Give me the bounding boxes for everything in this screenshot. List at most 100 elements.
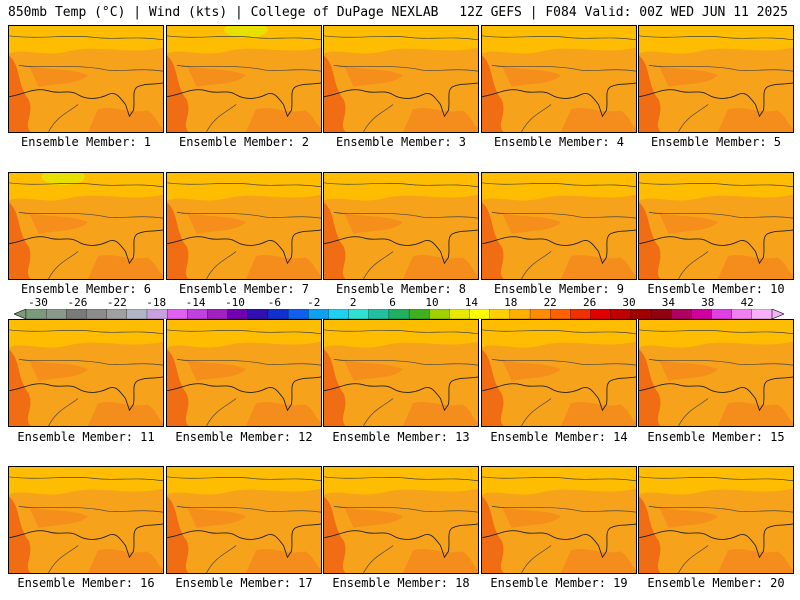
colorbar-tick-label: -10 — [225, 296, 245, 309]
colorbar-tick-label: -30 — [28, 296, 48, 309]
colorbar-tick-label: 10 — [425, 296, 439, 309]
ensemble-map-panel — [638, 172, 794, 280]
ensemble-member-label: Ensemble Member: 2 — [178, 135, 310, 149]
colorbar-tick-label: -2 — [307, 296, 321, 309]
colorbar-swatch — [46, 309, 67, 319]
ensemble-map-panel — [323, 172, 479, 280]
ensemble-member-label: Ensemble Member: 3 — [335, 135, 467, 149]
colorbar-swatch — [86, 309, 108, 319]
ensemble-map-panel — [638, 466, 794, 574]
ensemble-map-panel — [8, 172, 164, 280]
colorbar-swatch — [66, 309, 87, 319]
ensemble-map-panel — [8, 466, 164, 574]
colorbar-swatch — [751, 309, 773, 319]
colorbar-swatch — [550, 309, 571, 319]
ensemble-map-panel — [323, 466, 479, 574]
colorbar-tick-label: -26 — [67, 296, 88, 309]
colorbar-swatch — [650, 309, 672, 319]
ensemble-member-label: Ensemble Member: 17 — [175, 576, 313, 590]
ensemble-member-label: Ensemble Member: 15 — [647, 430, 785, 444]
ensemble-member-label: Ensemble Member: 7 — [178, 282, 310, 296]
colorbar-tick-label: 14 — [464, 296, 479, 309]
colorbar-swatch — [731, 309, 753, 319]
colorbar-swatch — [691, 309, 712, 319]
ensemble-map-panel — [481, 319, 637, 427]
map-title: 850mb Temp (°C) | Wind (kts) | College o… — [8, 5, 439, 20]
ensemble-map-panel — [166, 25, 322, 133]
colorbar-swatch — [328, 309, 350, 319]
colorbar-tick-label: -6 — [267, 296, 282, 309]
colorbar-tick-label: 6 — [389, 296, 396, 309]
colorbar-low-arrow — [14, 309, 27, 319]
colorbar-swatch — [247, 309, 269, 319]
ensemble-map-panel — [638, 319, 794, 427]
colorbar-swatch — [348, 309, 370, 319]
colorbar-tick-label: 18 — [504, 296, 518, 309]
colorbar-swatch — [610, 309, 632, 319]
ensemble-member-label: Ensemble Member: 11 — [17, 430, 155, 444]
colorbar-swatch — [227, 309, 249, 319]
colorbar-swatch — [590, 309, 612, 319]
colorbar-tick-label: 34 — [661, 296, 676, 309]
ensemble-member-label: Ensemble Member: 18 — [332, 576, 470, 590]
colorbar-high-arrow — [771, 309, 784, 319]
colorbar-swatch — [671, 309, 692, 319]
ensemble-map-panel — [166, 319, 322, 427]
colorbar-swatch — [106, 309, 128, 319]
colorbar-swatch — [408, 309, 430, 319]
ensemble-member-label: Ensemble Member: 6 — [20, 282, 152, 296]
ensemble-member-label: Ensemble Member: 8 — [335, 282, 467, 296]
colorbar-swatch — [287, 309, 309, 319]
model-valid-time: 12Z GEFS | F084 Valid: 00Z WED JUN 11 20… — [459, 5, 788, 20]
ensemble-member-label: Ensemble Member: 5 — [650, 135, 782, 149]
ensemble-map-panel — [323, 25, 479, 133]
ensemble-map-panel — [481, 466, 637, 574]
colorbar-tick-label: 30 — [622, 296, 636, 309]
colorbar-swatch — [267, 309, 289, 319]
colorbar-swatch — [146, 309, 168, 319]
colorbar-swatch — [429, 309, 450, 319]
colorbar-swatch — [469, 309, 491, 319]
colorbar-swatch — [187, 309, 208, 319]
ensemble-map-panel — [166, 466, 322, 574]
ensemble-map-panel — [323, 319, 479, 427]
colorbar-swatch — [388, 309, 410, 319]
ensemble-member-label: Ensemble Member: 19 — [490, 576, 628, 590]
ensemble-member-label: Ensemble Member: 16 — [17, 576, 155, 590]
ensemble-member-label: Ensemble Member: 9 — [493, 282, 625, 296]
ensemble-member-label: Ensemble Member: 13 — [332, 430, 470, 444]
colorbar-tick-label: 38 — [701, 296, 715, 309]
colorbar-swatch — [570, 309, 591, 319]
colorbar-tick-label: 2 — [349, 296, 357, 309]
ensemble-map-panel — [481, 25, 637, 133]
colorbar-tick-label: -14 — [185, 296, 206, 309]
colorbar-tick-label: 26 — [582, 296, 597, 309]
ensemble-member-label: Ensemble Member: 12 — [175, 430, 313, 444]
ensemble-member-label: Ensemble Member: 1 — [20, 135, 152, 149]
colorbar-tick-label: -22 — [106, 296, 127, 309]
colorbar-swatch — [166, 309, 188, 319]
colorbar-swatch — [207, 309, 229, 319]
ensemble-member-label: Ensemble Member: 20 — [647, 576, 785, 590]
colorbar-swatch — [25, 309, 47, 319]
colorbar-swatch — [489, 309, 511, 319]
ensemble-member-label: Ensemble Member: 14 — [490, 430, 628, 444]
ensemble-member-label: Ensemble Member: 10 — [647, 282, 785, 296]
colorbar-tick-label: 42 — [740, 296, 754, 309]
ensemble-map-panel — [166, 172, 322, 280]
colorbar-swatch — [368, 309, 390, 319]
colorbar-swatch — [308, 309, 329, 319]
colorbar-swatch — [126, 309, 148, 319]
colorbar-swatch — [711, 309, 733, 319]
ensemble-map-panel — [8, 319, 164, 427]
temperature-colorbar — [14, 309, 784, 319]
ensemble-map-panel — [481, 172, 637, 280]
colorbar-swatch — [449, 309, 471, 319]
ensemble-member-label: Ensemble Member: 4 — [493, 135, 625, 149]
colorbar-tick-label: -18 — [146, 296, 167, 309]
colorbar-swatch — [529, 309, 551, 319]
ensemble-map-panel — [8, 25, 164, 133]
colorbar-swatch — [509, 309, 531, 319]
ensemble-map-panel — [638, 25, 794, 133]
colorbar-tick-label: 22 — [543, 296, 557, 309]
